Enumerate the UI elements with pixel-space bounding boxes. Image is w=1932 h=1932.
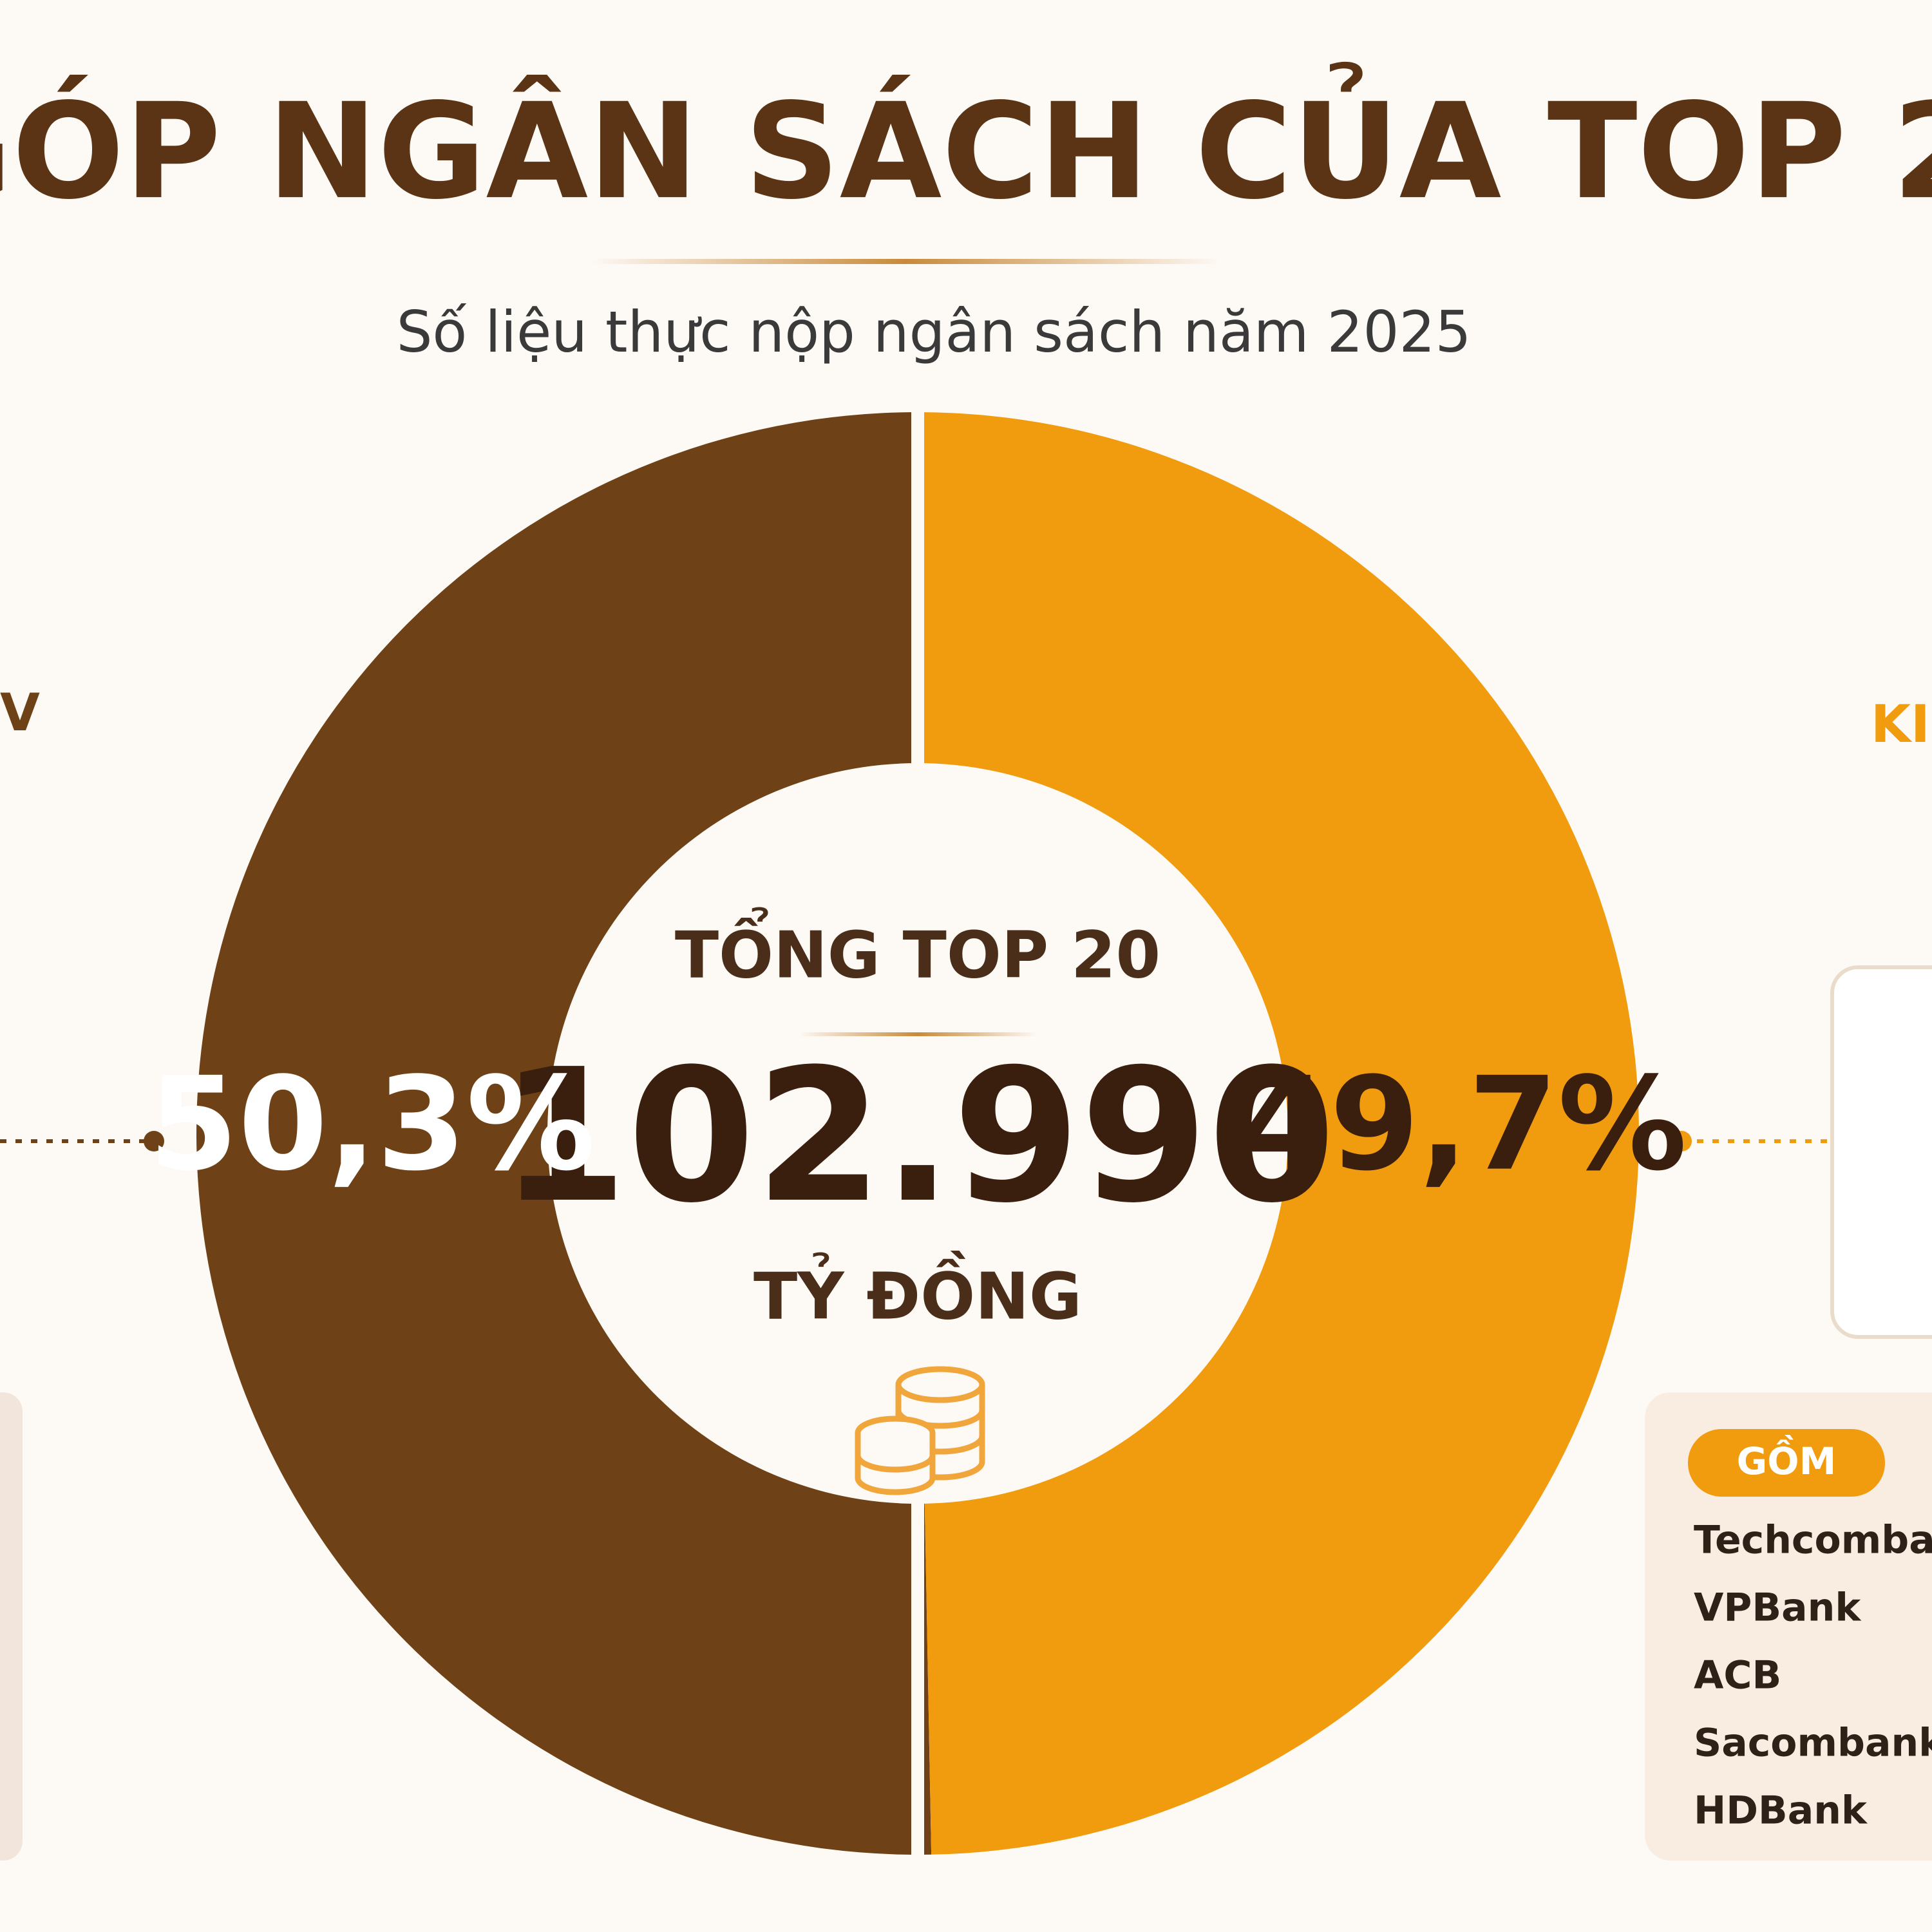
bank-name: ACB (1694, 1653, 1781, 1698)
right-box (1830, 965, 1932, 1339)
donut (196, 409, 1640, 1858)
bank-name: Sacombank (1694, 1721, 1932, 1766)
value-label: 49,7% (1240, 1050, 1687, 1200)
center-unit: TỶ ĐỒNG (753, 1250, 1082, 1334)
center-divider (799, 1032, 1037, 1036)
left-panel (0, 1392, 23, 1861)
left-label: V (0, 683, 40, 743)
left-connector-dot (144, 1131, 164, 1151)
bank-list: Techcomba VPBank ACB Sacombank HDBank (1694, 1518, 1932, 1833)
right-connector-dot (1671, 1131, 1692, 1151)
center-total: 102.990 (500, 1030, 1336, 1244)
subtitle: Số liệu thực nộp ngân sách năm 2025 (397, 299, 1472, 365)
bank-name: Techcomba (1694, 1518, 1932, 1563)
right-panel (1645, 1392, 1932, 1861)
donut-slice (196, 412, 932, 1855)
bank-name: HDBank (1694, 1788, 1868, 1833)
chart-title: ỐNG GÓP NGÂN SÁCH CỦA TOP 20 NG (0, 57, 1932, 229)
donut-slice (918, 412, 1640, 1855)
title-divider (591, 259, 1220, 264)
bank-name: VPBank (1694, 1586, 1862, 1631)
coins-icon (855, 1366, 985, 1495)
panel-pill (1688, 1429, 1885, 1497)
panel-heading: GỒM (1737, 1434, 1837, 1483)
center-heading: TỔNG TOP 20 (675, 906, 1160, 992)
right-label: KI (1871, 694, 1930, 754)
value-label: 50,3% (149, 1050, 596, 1200)
